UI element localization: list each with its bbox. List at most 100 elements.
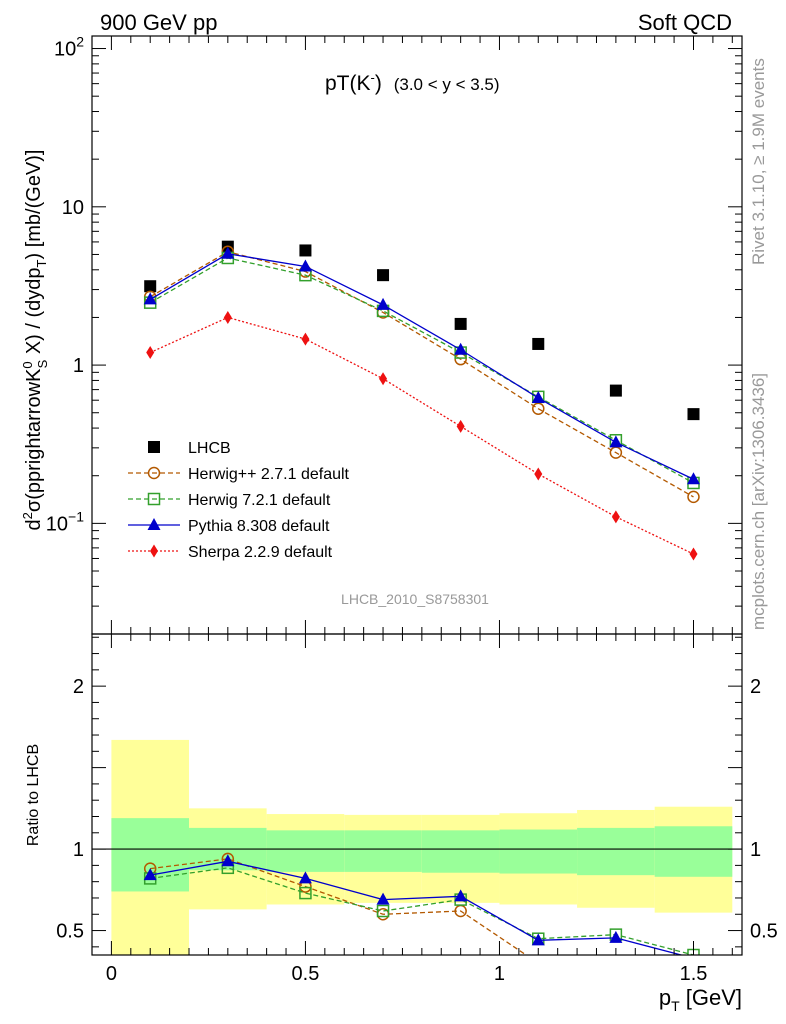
ratio-series-pythia-8-308-default <box>143 854 684 955</box>
legend-marker <box>147 492 161 506</box>
uncertainty-band-inner <box>499 829 578 874</box>
chart-title-sup: - <box>371 70 375 85</box>
legend-marker <box>147 466 161 480</box>
ratio-point <box>376 904 390 918</box>
data-point <box>689 547 698 561</box>
y-tick-label: 1 <box>73 355 84 377</box>
data-point <box>609 435 623 448</box>
main-plot-area <box>92 36 742 634</box>
y-tick-label: 10 <box>62 197 84 219</box>
data-point <box>301 332 310 346</box>
ratio-series-layer <box>143 852 700 955</box>
legend-marker <box>150 544 158 558</box>
series-line <box>149 251 694 498</box>
mcplots-label: mcplots.cern.ch [arXiv:1306.3436] <box>749 373 768 630</box>
analysis-label: LHCB_2010_S8758301 <box>341 591 489 607</box>
ratio-y-tick-label: 2 <box>73 676 84 698</box>
ratio-point <box>221 854 235 867</box>
legend-entry-sherpa-2-2-9-default: Sherpa 2.2.9 default <box>128 544 333 561</box>
legend-label: Herwig 7.2.1 default <box>188 492 331 509</box>
series-line <box>149 316 694 555</box>
ratio-line <box>150 860 684 955</box>
data-point <box>454 342 468 355</box>
data-point <box>686 472 700 485</box>
ratio-point <box>531 933 545 946</box>
uncertainty-band-inner <box>111 818 190 892</box>
ratio-axes: 0.5 0.5 1 1 2 2 0 0.5 1 1.5 <box>56 633 778 985</box>
ratio-point <box>298 871 312 884</box>
chart-title-range: (3.0 < y < 3.5) <box>394 75 500 94</box>
header-left: 900 GeV pp <box>100 10 217 35</box>
legend-label: Sherpa 2.2.9 default <box>188 544 333 561</box>
data-point <box>376 297 390 310</box>
chart-title-close: ) <box>375 72 382 95</box>
main-panel <box>92 36 742 634</box>
ratio-line <box>150 858 528 955</box>
data-point <box>223 310 232 324</box>
data-point <box>609 384 622 397</box>
series-lhcb <box>144 240 700 421</box>
main-series-layer <box>143 240 700 561</box>
legend-entry-lhcb: LHCB <box>148 440 231 457</box>
data-point <box>146 346 155 360</box>
ratio-y-tick-label: 0.5 <box>56 921 84 943</box>
data-point <box>456 419 465 433</box>
chart-title: pT(K-) (3.0 < y < 3.5) <box>325 70 500 95</box>
data-point <box>687 408 700 421</box>
ratio-point <box>143 868 157 881</box>
ratio-y-tick-label-right: 0.5 <box>750 921 778 943</box>
ratio-y-tick-label-right: 2 <box>750 676 761 698</box>
x-tick-label: 0.5 <box>292 963 320 985</box>
data-point <box>379 372 388 386</box>
legend-label: Pythia 8.308 default <box>188 518 330 535</box>
uncertainty-band-inner <box>654 826 733 877</box>
x-tick-label: 0 <box>106 963 117 985</box>
legend-label: Herwig++ 2.7.1 default <box>188 466 350 483</box>
legend-entry-herwig-7-2-1-default: Herwig 7.2.1 default <box>128 492 331 509</box>
series-line <box>149 253 694 480</box>
ratio-point <box>376 892 390 905</box>
ratio-point <box>454 889 468 902</box>
ratio-point <box>609 930 623 943</box>
series-line <box>149 257 694 484</box>
ratio-y-tick-label-right: 1 <box>750 839 761 861</box>
legend-entry-herwig-2-7-1-default: Herwig++ 2.7.1 default <box>128 466 350 483</box>
data-point <box>143 292 157 305</box>
ratio-bands <box>92 739 742 955</box>
header-right: Soft QCD <box>638 10 732 35</box>
legend-marker <box>147 518 161 530</box>
data-point <box>454 317 467 330</box>
data-point <box>534 467 543 481</box>
series-pythia-8-308-default <box>143 246 700 485</box>
uncertainty-band-inner <box>266 830 345 872</box>
uncertainty-band-inner <box>344 830 422 872</box>
data-point <box>611 510 620 524</box>
x-axis-label: pT [GeV] <box>659 985 742 1014</box>
data-point <box>532 402 545 415</box>
uncertainty-band-inner <box>577 827 655 876</box>
ratio-line <box>150 867 694 955</box>
ratio-ylabel: Ratio to LHCB <box>25 744 42 846</box>
data-point <box>531 390 545 403</box>
data-point <box>687 490 700 504</box>
y-tick-label: 102 <box>54 34 84 61</box>
x-tick-label: 1.5 <box>680 963 708 985</box>
data-point <box>144 280 157 293</box>
data-point <box>299 244 312 257</box>
x-tick-label: 1 <box>494 963 505 985</box>
data-point <box>377 269 390 282</box>
ratio-point <box>299 886 312 900</box>
y-tick-label: 10−1 <box>46 508 84 535</box>
data-point <box>221 246 235 259</box>
data-point <box>298 259 312 272</box>
rivet-label: Rivet 3.1.10, ≥ 1.9M events <box>749 58 768 265</box>
legend: LHCB Herwig++ 2.7.1 default Herwig 7.2.1 d… <box>128 440 350 561</box>
main-ylabel: d2σ(pprightarrowK0S X) / (dydpT) [mb/(Ge… <box>20 149 50 530</box>
chart-title-main: pT(K <box>325 72 371 95</box>
data-point <box>532 337 545 350</box>
legend-entry-pythia-8-308-default: Pythia 8.308 default <box>128 518 330 535</box>
legend-label: LHCB <box>188 440 231 457</box>
uncertainty-band-inner <box>421 830 500 873</box>
legend-marker <box>148 441 160 453</box>
